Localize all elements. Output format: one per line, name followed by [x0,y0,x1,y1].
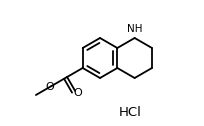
Text: NH: NH [127,24,142,34]
Text: O: O [74,88,82,98]
Text: O: O [45,82,54,92]
Text: HCl: HCl [119,105,141,118]
